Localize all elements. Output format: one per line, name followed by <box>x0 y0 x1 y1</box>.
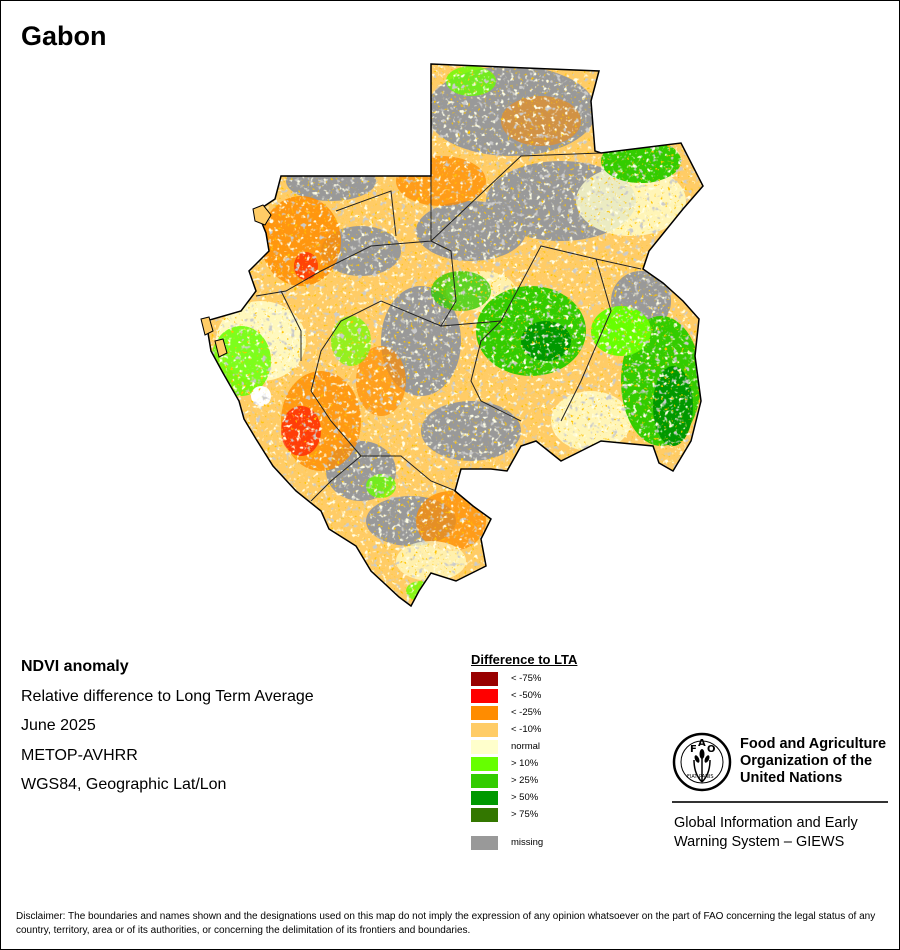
legend-label: < -10% <box>511 724 542 735</box>
legend-label: > 10% <box>511 758 539 769</box>
province-boundaries <box>255 152 642 502</box>
fao-logo-letter-f: F <box>690 744 697 755</box>
legend-label: missing <box>511 837 544 848</box>
map-projection: WGS84, Geographic Lat/Lon <box>21 776 227 793</box>
legend-swatch <box>471 706 498 720</box>
legend-swatch <box>471 740 498 754</box>
legend-swatch <box>471 791 498 805</box>
legend-swatch <box>471 808 498 822</box>
fao-logo-motto: FIAT PANIS <box>687 774 714 780</box>
fao-name-line: Food and Agriculture <box>740 736 887 752</box>
fao-logo-letter-a: A <box>698 738 706 749</box>
map-period: June 2025 <box>21 717 96 734</box>
legend-label: < -75% <box>511 673 542 684</box>
legend-item: < -50% <box>471 688 577 705</box>
disclaimer-text: Disclaimer: The boundaries and names sho… <box>16 911 876 936</box>
legend-swatch <box>471 672 498 686</box>
giews-program-name: Global Information and Early Warning Sys… <box>674 814 858 852</box>
legend-swatch <box>471 723 498 737</box>
country-raster <box>206 64 703 606</box>
coastal-islands <box>200 204 272 358</box>
legend-swatch <box>471 836 498 850</box>
legend-item: > 10% <box>471 756 577 773</box>
legend-label: > 50% <box>511 792 539 803</box>
legend-item: > 25% <box>471 773 577 790</box>
legend: Difference to LTA < -75% < -50% < -25% <… <box>471 652 577 852</box>
map-description: Relative difference to Long Term Average <box>21 687 314 705</box>
fao-name-line: Organization of the <box>740 753 873 769</box>
legend-item: > 50% <box>471 790 577 807</box>
map-title: Gabon <box>21 21 107 51</box>
legend-item: < -25% <box>471 705 577 722</box>
map-variable-heading: NDVI anomaly <box>21 658 129 675</box>
fao-name-line: United Nations <box>740 770 843 786</box>
ndvi-anomaly-map <box>200 63 704 608</box>
legend-item: < -75% <box>471 671 577 688</box>
giews-line: Warning System – GIEWS <box>674 834 845 850</box>
legend-label: < -50% <box>511 690 542 701</box>
legend-item-missing: missing <box>471 835 577 852</box>
legend-item: > 75% <box>471 807 577 824</box>
giews-line: Global Information and Early <box>674 815 858 831</box>
country-outline <box>205 63 704 608</box>
legend-label: normal <box>511 741 541 752</box>
fao-organization-name: Food and Agriculture Organization of the… <box>740 736 886 787</box>
legend-label: < -25% <box>511 707 542 718</box>
legend-item: < -10% <box>471 722 577 739</box>
fao-logo-icon: F A O FIAT PANIS <box>672 732 732 792</box>
map-sensor: METOP-AVHRR <box>21 746 138 764</box>
legend-title: Difference to LTA <box>471 652 578 667</box>
map-info-block: NDVI anomaly Relative difference to Long… <box>21 657 314 805</box>
legend-label: > 25% <box>511 775 539 786</box>
legend-item: normal <box>471 739 577 756</box>
legend-label: > 75% <box>511 809 539 820</box>
legend-swatch <box>471 757 498 771</box>
fao-logo-letter-o: O <box>707 744 716 755</box>
divider <box>672 801 888 803</box>
legend-swatch <box>471 774 498 788</box>
legend-swatch <box>471 689 498 703</box>
